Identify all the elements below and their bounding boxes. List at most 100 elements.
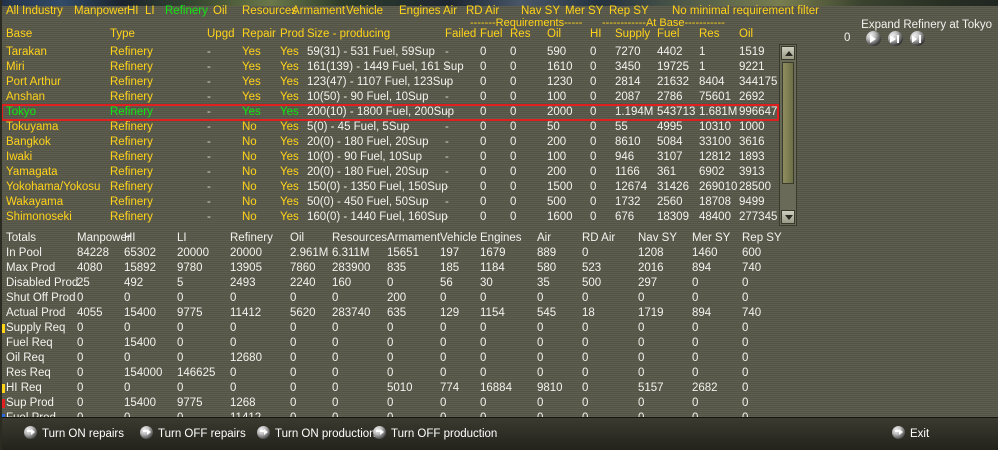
totals-cell: 9775: [177, 397, 203, 409]
totals-cell: 5: [177, 277, 184, 289]
cell-base: Bangkok: [6, 136, 51, 148]
table-row[interactable]: Miri Refinery - Yes Yes 161(139) - 1449 Fuel,…: [2, 60, 778, 75]
nav-item-nav-sy[interactable]: Nav SY: [521, 5, 560, 17]
cell-upgd: -: [207, 106, 211, 118]
cell-type: Refinery: [110, 121, 153, 133]
column-header-type[interactable]: Type: [110, 28, 135, 40]
nav-item-vehicle[interactable]: Vehicle: [346, 5, 384, 17]
cell-repair: No: [242, 181, 257, 193]
table-row[interactable]: Shimonoseki Refinery - No Yes 160(0) - 1440 F…: [2, 210, 778, 225]
column-header-oil_base[interactable]: Oil: [739, 28, 754, 40]
totals-column-header-rep-sy: Rep SY: [742, 232, 782, 244]
cell-failed: -: [445, 166, 449, 178]
cell-base: Wakayama: [6, 196, 64, 208]
totals-cell: 0: [582, 352, 589, 364]
cell-hi_req: 0: [590, 136, 597, 148]
nav-item-rep-sy[interactable]: Rep SY: [609, 5, 649, 17]
cell-oil_base: 344175: [739, 76, 778, 88]
totals-cell: 0: [480, 322, 487, 334]
column-header-repair[interactable]: Repair: [242, 28, 276, 40]
table-scrollbar[interactable]: [779, 44, 797, 226]
scroll-up-icon[interactable]: [781, 46, 795, 60]
table-row[interactable]: Yokohama/Yokosu Refinery - No Yes 150(0) - 13…: [2, 180, 778, 195]
table-row[interactable]: Tokyo Refinery - Yes Yes 200(10) - 1800 Fuel,…: [2, 104, 779, 121]
totals-cell: 0: [582, 322, 589, 334]
cell-oil_req: 1600: [547, 211, 573, 223]
column-header-base[interactable]: Base: [6, 28, 33, 40]
totals-cell: 740: [742, 307, 762, 319]
totals-cell: 0: [440, 397, 447, 409]
cell-res_req: 0: [510, 121, 517, 133]
table-row[interactable]: Tarakan Refinery - Yes Yes 59(31) - 531 Fuel,…: [2, 45, 778, 60]
column-header-fuel_req[interactable]: Fuel: [480, 28, 503, 40]
cell-size: 59(31) - 531 Fuel, 59Sup: [307, 46, 435, 58]
table-row[interactable]: Anshan Refinery - Yes Yes 10(50) - 90 Fuel, 1…: [2, 90, 778, 105]
totals-cell: 0: [290, 382, 297, 394]
table-row[interactable]: Iwaki Refinery - No Yes 10(0) - 90 Fuel, 10Su…: [2, 150, 778, 165]
totals-cell: 0: [537, 352, 544, 364]
cell-fuel_base: 4995: [657, 121, 683, 133]
totals-cell: 0: [290, 352, 297, 364]
button-turn-off-repairs[interactable]: Turn OFF repairs: [140, 424, 246, 444]
table-row[interactable]: Wakayama Refinery - No Yes 50(0) - 450 Fuel, …: [2, 195, 778, 210]
nav-item-oil[interactable]: Oil: [213, 5, 228, 17]
nav-item-air[interactable]: Air: [443, 5, 458, 17]
totals-column-header-engines: Engines: [480, 232, 522, 244]
table-row[interactable]: Port Arthur Refinery - Yes Yes 123(47) - 1107…: [2, 75, 778, 90]
minimal-requirement-filter-label[interactable]: No minimal requirement filter: [672, 5, 819, 17]
cell-repair: Yes: [242, 76, 261, 88]
button-turn-off-production[interactable]: Turn OFF production: [373, 424, 497, 444]
totals-cell: 9780: [177, 262, 203, 274]
totals-row-marker: [2, 384, 5, 393]
column-header-prod[interactable]: Prod: [280, 28, 305, 40]
cell-type: Refinery: [110, 166, 153, 178]
nav-item-all-industry[interactable]: All Industry: [6, 5, 63, 17]
cell-res_req: 0: [510, 91, 517, 103]
totals-cell: 0: [692, 292, 699, 304]
column-header-fuel_base[interactable]: Fuel: [657, 28, 680, 40]
column-header-oil_req[interactable]: Oil: [547, 28, 562, 40]
totals-cell: 18: [582, 307, 595, 319]
expand-increase-icon[interactable]: [888, 31, 903, 46]
totals-cell: 13905: [230, 262, 262, 274]
button-label: Turn ON production: [275, 428, 376, 440]
totals-column-header-refinery: Refinery: [230, 232, 273, 244]
table-row[interactable]: Tokuyama Refinery - No Yes 5(0) - 45 Fuel, 5S…: [2, 120, 778, 135]
button-turn-on-repairs[interactable]: Turn ON repairs: [24, 424, 124, 444]
totals-cell: 635: [387, 307, 407, 319]
cell-supply: 676: [615, 211, 635, 223]
table-row[interactable]: Bangkok Refinery - No Yes 20(0) - 180 Fuel, 2…: [2, 135, 778, 150]
totals-cell: 2682: [692, 382, 718, 394]
nav-item-manpower[interactable]: Manpower: [74, 5, 128, 17]
column-header-supply[interactable]: Supply: [615, 28, 651, 40]
column-header-res_base[interactable]: Res: [699, 28, 720, 40]
scrollbar-thumb[interactable]: [782, 62, 794, 184]
button-exit[interactable]: Exit: [892, 424, 929, 444]
column-header-size[interactable]: Size - producing: [307, 28, 391, 40]
nav-item-refinery[interactable]: Refinery: [165, 5, 208, 17]
cell-fuel_base: 2786: [657, 91, 683, 103]
column-header-failed[interactable]: Failed: [445, 28, 477, 40]
cell-prod: Yes: [280, 106, 299, 118]
cell-failed: -: [445, 181, 449, 193]
column-header-res_req[interactable]: Res: [510, 28, 531, 40]
nav-item-mer-sy[interactable]: Mer SY: [565, 5, 604, 17]
totals-cell: 0: [742, 352, 749, 364]
nav-item-armament[interactable]: Armament: [292, 5, 346, 17]
nav-item-li[interactable]: LI: [145, 5, 155, 17]
table-row[interactable]: Yamagata Refinery - No Yes 20(0) - 180 Fuel, …: [2, 165, 778, 180]
button-turn-on-production[interactable]: Turn ON production: [257, 424, 376, 444]
cell-type: Refinery: [110, 61, 153, 73]
nav-item-rd-air[interactable]: RD Air: [466, 5, 500, 17]
expand-max-icon[interactable]: [910, 31, 925, 46]
nav-item-engines[interactable]: Engines: [399, 5, 441, 17]
nav-item-hi[interactable]: HI: [127, 5, 139, 17]
totals-cell: 0: [290, 322, 297, 334]
scroll-down-icon[interactable]: [781, 210, 795, 224]
nav-item-resources[interactable]: Resources: [242, 5, 297, 17]
cell-fuel_req: 0: [480, 136, 487, 148]
column-header-upgd[interactable]: Upgd: [207, 28, 235, 40]
column-header-hi_req[interactable]: HI: [590, 28, 602, 40]
expand-decrease-icon[interactable]: [866, 31, 881, 46]
totals-cell: 0: [332, 367, 339, 379]
